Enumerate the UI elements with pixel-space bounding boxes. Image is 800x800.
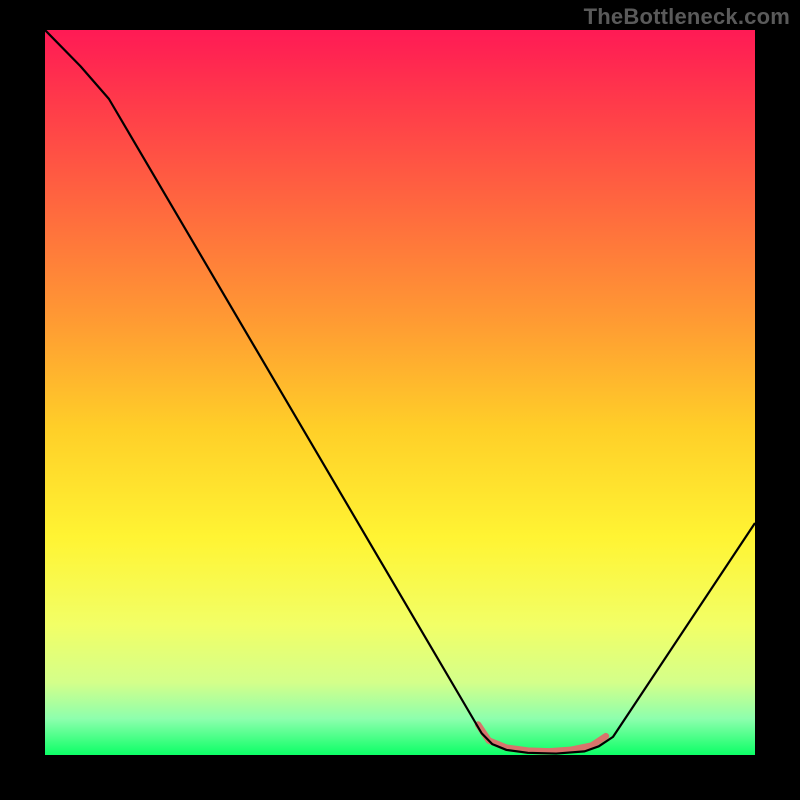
- chart-root: TheBottleneck.com: [0, 0, 800, 800]
- bottleneck-curve: [45, 30, 755, 754]
- plot-frame: [8, 30, 792, 792]
- watermark-text: TheBottleneck.com: [584, 4, 790, 30]
- plot-area: [45, 30, 755, 755]
- trough-marker: [478, 725, 606, 752]
- curve-layer: [45, 30, 755, 755]
